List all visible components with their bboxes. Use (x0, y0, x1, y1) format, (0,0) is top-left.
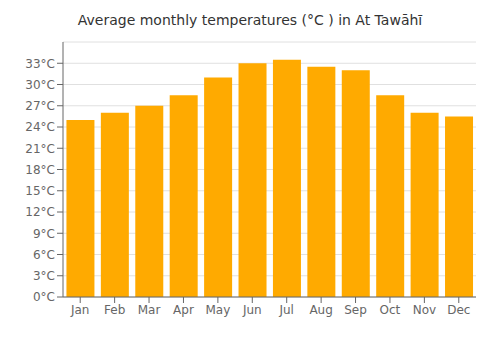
svg-text:Jul: Jul (278, 303, 293, 317)
svg-text:27°C: 27°C (25, 99, 55, 113)
svg-text:6°C: 6°C (33, 248, 55, 262)
svg-text:18°C: 18°C (25, 163, 55, 177)
svg-text:Jun: Jun (242, 303, 262, 317)
html-text:Average monthly temperatures (: Average monthly temperatures (°C ) in At… (77, 12, 423, 28)
svg-text:Feb: Feb (104, 303, 125, 317)
svg-text:21°C: 21°C (25, 142, 55, 156)
svg-text:Oct: Oct (380, 303, 401, 317)
svg-text:Jan: Jan (70, 303, 90, 317)
svg-text:Sep: Sep (344, 303, 367, 317)
svg-text:Aug: Aug (309, 303, 332, 317)
svg-text:May: May (205, 303, 230, 317)
svg-text:33°C: 33°C (25, 57, 55, 71)
svg-text:15°C: 15°C (25, 184, 55, 198)
svg-text:24°C: 24°C (25, 120, 55, 134)
svg-text:Apr: Apr (173, 303, 194, 317)
svg-text:30°C: 30°C (25, 78, 55, 92)
svg-text:9°C: 9°C (33, 227, 55, 241)
svg-text:0°C: 0°C (33, 290, 55, 304)
svg-text:12°C: 12°C (25, 205, 55, 219)
svg-text:Mar: Mar (138, 303, 161, 317)
svg-text:Nov: Nov (413, 303, 436, 317)
svg-text:Dec: Dec (447, 303, 470, 317)
svg-text:3°C: 3°C (33, 269, 55, 283)
